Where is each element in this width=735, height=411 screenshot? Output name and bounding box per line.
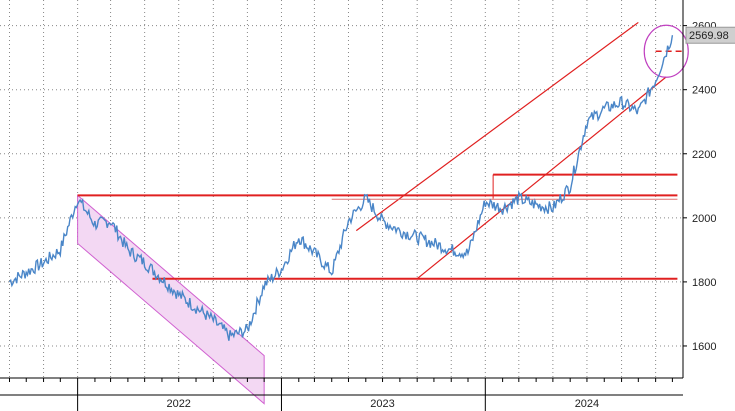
y-tick-label: 2400 [692, 85, 716, 97]
down-channel [77, 194, 265, 405]
y-tick-label: 2200 [692, 149, 716, 161]
series [8, 35, 674, 341]
gridlines [0, 0, 683, 378]
last-price-badge [685, 26, 735, 44]
y-tick-label: 2000 [692, 213, 716, 225]
price-series-line [8, 35, 674, 341]
highlight-circle [643, 24, 689, 78]
x-tick-label: 2024 [575, 398, 599, 410]
x-tick-label: 2023 [370, 398, 394, 410]
y-tick-label: 1600 [692, 341, 716, 353]
up-channel-lower [416, 76, 667, 280]
x-tick-label: 2022 [166, 398, 190, 410]
annotations [77, 21, 689, 405]
y-tick-label: 1800 [692, 277, 716, 289]
last-price-label: 2569.98 [689, 30, 729, 42]
